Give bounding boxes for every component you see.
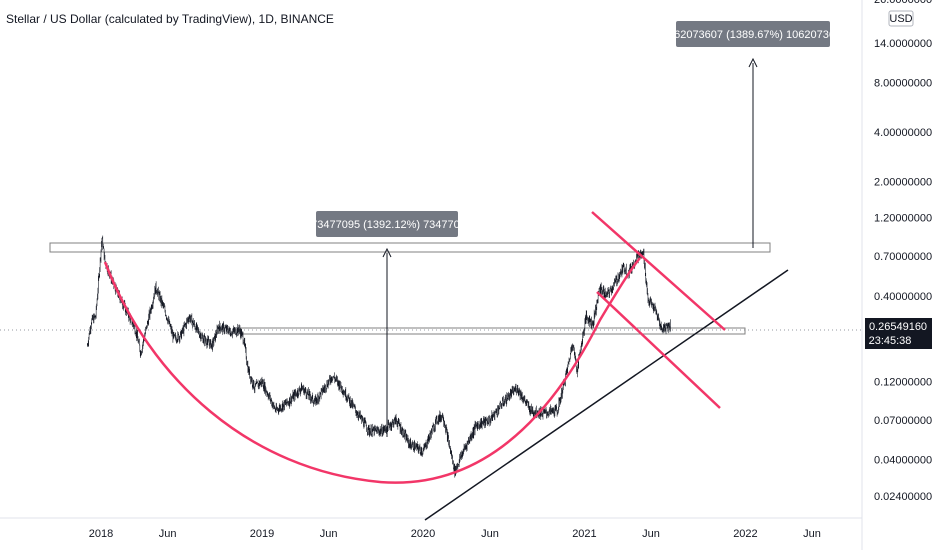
x-tick-label: 2019 (250, 528, 274, 540)
rounded-bottom-curve[interactable] (103, 257, 641, 484)
x-tick-label: Jun (642, 528, 660, 540)
measure-arrow-2-head (748, 57, 758, 68)
y-tick-label: 4.00000000 (874, 127, 932, 139)
resistance-zone[interactable] (49, 242, 771, 253)
measure-arrow-1-head (382, 247, 392, 258)
x-tick-label: 2022 (733, 528, 757, 540)
y-tick-label: 14.00000000 (874, 38, 932, 50)
x-tick-label: Jun (803, 528, 821, 540)
last-price-tag: 0.26549160 23:45:38 (865, 318, 932, 349)
x-axis-labels: 2018 Jun 2019 Jun 2020 Jun 2021 Jun 2022 Jun (89, 528, 821, 540)
channel-lower-line[interactable] (596, 291, 721, 409)
x-tick-label: 2020 (411, 528, 435, 540)
y-tick-label: 0.70000000 (874, 251, 932, 263)
y-tick-label: 0.07000000 (874, 415, 932, 427)
x-tick-label: 2018 (89, 528, 113, 540)
measure-label-1[interactable]: 0.73477095 (1392.12%) 73477095 (302, 211, 472, 237)
y-tick-label: 1.20000000 (874, 213, 932, 225)
x-tick-label: Jun (320, 528, 338, 540)
currency-label: USD (889, 13, 912, 25)
chart-title: Stellar / US Dollar (calculated by Tradi… (6, 12, 334, 26)
y-tick-label: 0.02400000 (874, 491, 932, 503)
measure-label-2-text: 10.62073607 (1389.67%) 1062073607 (659, 29, 847, 41)
y-axis-labels: 0.02400000 0.04000000 0.07000000 0.12000000… (874, 0, 932, 503)
x-tick-label: Jun (159, 528, 177, 540)
y-tick-label: 8.00000000 (874, 78, 932, 90)
currency-badge[interactable] (888, 10, 914, 27)
x-tick-label: 2021 (572, 528, 596, 540)
candlestick-series (87, 235, 671, 478)
y-tick-label: 26.00000000 (874, 0, 932, 6)
x-tick-label: Jun (481, 528, 499, 540)
y-tick-label: 2.00000000 (874, 176, 932, 188)
y-tick-label: 0.40000000 (874, 291, 932, 303)
support-zone[interactable] (239, 327, 746, 335)
rising-trendline[interactable] (424, 269, 789, 521)
bar-countdown: 23:45:38 (869, 335, 912, 347)
measure-label-1-text: 0.73477095 (1392.12%) 73477095 (302, 219, 472, 231)
channel-upper-line[interactable] (591, 211, 726, 331)
y-tick-label: 0.04000000 (874, 455, 932, 467)
measure-label-2[interactable]: 10.62073607 (1389.67%) 1062073607 (659, 21, 847, 47)
y-tick-label: 0.12000000 (874, 376, 932, 388)
last-price-value: 0.26549160 (869, 321, 927, 333)
